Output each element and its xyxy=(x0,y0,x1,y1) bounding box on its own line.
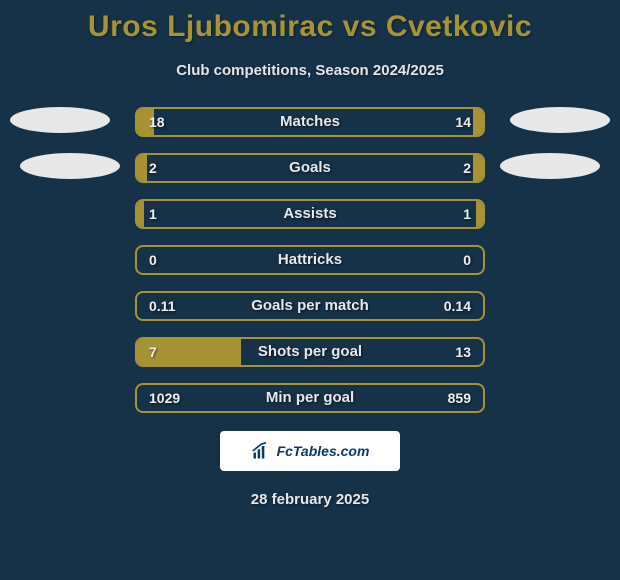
date-label: 28 february 2025 xyxy=(0,491,620,508)
stat-label: Goals xyxy=(137,155,483,181)
stat-row: 1029Min per goal859 xyxy=(135,383,485,413)
stat-label: Matches xyxy=(137,109,483,135)
stat-value-right: 14 xyxy=(455,109,471,135)
stat-label: Min per goal xyxy=(137,385,483,411)
player-left-shape-2 xyxy=(20,153,120,179)
stat-label: Assists xyxy=(137,201,483,227)
stat-value-right: 13 xyxy=(455,339,471,365)
stat-label: Goals per match xyxy=(137,293,483,319)
source-badge[interactable]: FcTables.com xyxy=(220,431,400,471)
player-right-shape-2 xyxy=(500,153,600,179)
stat-row: 7Shots per goal13 xyxy=(135,337,485,367)
stat-value-right: 0.14 xyxy=(444,293,471,319)
stat-label: Hattricks xyxy=(137,247,483,273)
player-left-shape-1 xyxy=(10,107,110,133)
stat-row: 18Matches14 xyxy=(135,107,485,137)
stat-value-right: 2 xyxy=(463,155,471,181)
stat-label: Shots per goal xyxy=(137,339,483,365)
stat-row: 1Assists1 xyxy=(135,199,485,229)
stat-row: 0Hattricks0 xyxy=(135,245,485,275)
stat-row: 2Goals2 xyxy=(135,153,485,183)
comparison-card: Uros Ljubomirac vs Cvetkovic Club compet… xyxy=(0,0,620,580)
stat-row: 0.11Goals per match0.14 xyxy=(135,291,485,321)
subtitle: Club competitions, Season 2024/2025 xyxy=(0,62,620,79)
player-right-shape-1 xyxy=(510,107,610,133)
source-badge-text: FcTables.com xyxy=(277,443,370,459)
chart-icon xyxy=(251,441,271,461)
stat-value-right: 0 xyxy=(463,247,471,273)
page-title: Uros Ljubomirac vs Cvetkovic xyxy=(0,0,620,44)
stat-value-right: 1 xyxy=(463,201,471,227)
stats-area: 18Matches14 2Goals2 1Assists1 0Hattricks0 0.… xyxy=(0,107,620,413)
stat-value-right: 859 xyxy=(448,385,471,411)
